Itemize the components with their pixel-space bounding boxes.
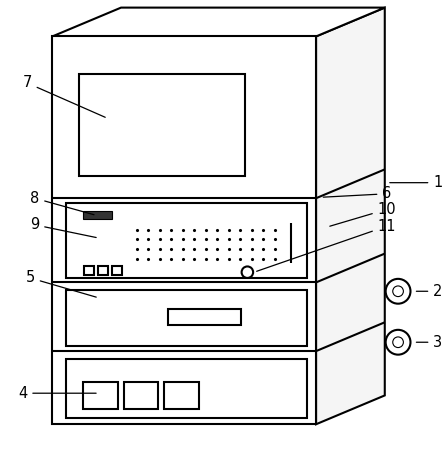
Bar <box>124 382 158 409</box>
Bar <box>79 74 245 176</box>
Bar <box>112 266 121 275</box>
Bar <box>83 212 112 219</box>
Bar <box>164 382 198 409</box>
Text: 8: 8 <box>30 191 94 215</box>
Text: 9: 9 <box>30 217 96 237</box>
Bar <box>98 266 108 275</box>
Polygon shape <box>52 8 385 36</box>
Bar <box>66 291 307 346</box>
Bar <box>66 359 307 419</box>
Text: 5: 5 <box>25 271 96 297</box>
Text: 11: 11 <box>256 219 396 271</box>
Text: 4: 4 <box>18 386 96 401</box>
Text: 10: 10 <box>330 202 396 226</box>
Bar <box>84 266 94 275</box>
Bar <box>83 382 118 409</box>
Polygon shape <box>316 8 385 424</box>
Bar <box>66 202 307 278</box>
Bar <box>52 36 316 424</box>
Text: 6: 6 <box>323 186 392 201</box>
Text: 2: 2 <box>417 284 442 299</box>
Text: 7: 7 <box>22 75 105 117</box>
Bar <box>168 309 241 326</box>
Text: 3: 3 <box>417 335 442 350</box>
Text: 1: 1 <box>390 175 442 190</box>
